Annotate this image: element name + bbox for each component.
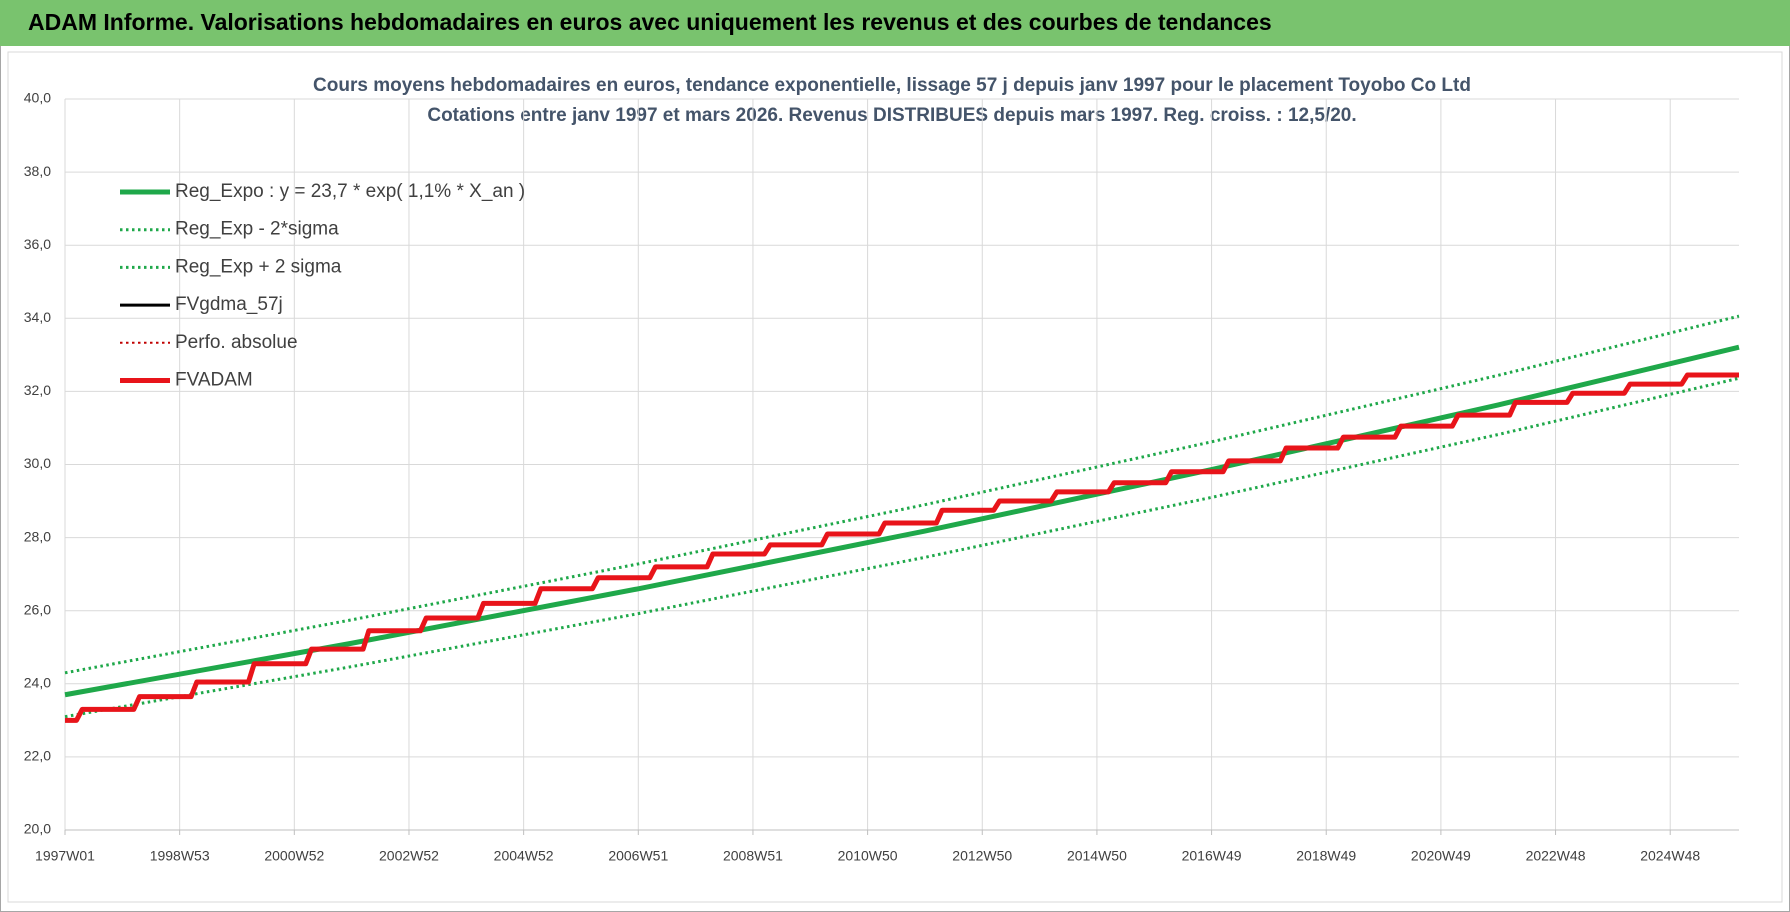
legend-label: Reg_Exp - 2*sigma bbox=[175, 219, 339, 240]
y-tick-label: 28,0 bbox=[24, 528, 51, 544]
x-tick-label: 2008W51 bbox=[723, 848, 783, 864]
y-tick-label: 32,0 bbox=[24, 382, 51, 398]
legend-label: FVADAM bbox=[175, 370, 253, 391]
chart-subtitle: Cotations entre janv 1997 et mars 2026. … bbox=[427, 105, 1356, 126]
legend: Reg_Expo : y = 23,7 * exp( 1,1% * X_an )… bbox=[120, 181, 525, 391]
x-tick-label: 2010W50 bbox=[838, 848, 898, 864]
y-tick-label: 22,0 bbox=[24, 748, 51, 764]
series-line bbox=[65, 372, 1739, 723]
y-tick-label: 24,0 bbox=[24, 675, 51, 691]
x-tick-label: 1998W53 bbox=[150, 848, 210, 864]
header-title: ADAM Informe. Valorisations hebdomadaire… bbox=[28, 9, 1272, 35]
x-tick-label: 2000W52 bbox=[264, 848, 324, 864]
legend-label: Perfo. absolue bbox=[175, 332, 298, 353]
y-tick-label: 36,0 bbox=[24, 236, 51, 252]
y-tick-label: 20,0 bbox=[24, 821, 51, 837]
legend-label: Reg_Exp + 2 sigma bbox=[175, 256, 342, 277]
y-tick-label: 30,0 bbox=[24, 455, 51, 471]
x-tick-label: 2022W48 bbox=[1526, 848, 1586, 864]
x-tick-label: 2014W50 bbox=[1067, 848, 1127, 864]
series-line bbox=[64, 314, 1740, 675]
chart-title: Cours moyens hebdomadaires en euros, ten… bbox=[313, 75, 1471, 96]
x-tick-label: 2004W52 bbox=[494, 848, 554, 864]
x-tick-label: 2020W49 bbox=[1411, 848, 1471, 864]
plot bbox=[64, 314, 1740, 723]
y-tick-label: 40,0 bbox=[24, 90, 51, 106]
legend-label: Reg_Expo : y = 23,7 * exp( 1,1% * X_an ) bbox=[175, 181, 525, 202]
grid: 20,0 22,0 24,0 26,0 28,0 30,0 32,0 34,0 36,0 38,0… bbox=[24, 90, 1739, 864]
legend-label: FVgdma_57j bbox=[175, 294, 283, 315]
header-bar bbox=[0, 0, 1790, 46]
x-tick-label: 2018W49 bbox=[1296, 848, 1356, 864]
y-tick-label: 34,0 bbox=[24, 309, 51, 325]
x-tick-label: 2012W50 bbox=[952, 848, 1012, 864]
x-tick-label: 2006W51 bbox=[608, 848, 668, 864]
x-tick-label: 1997W01 bbox=[35, 848, 95, 864]
chart-area bbox=[7, 51, 1783, 903]
series-line bbox=[64, 344, 1740, 698]
x-tick-label: 2024W48 bbox=[1640, 848, 1700, 864]
y-tick-label: 38,0 bbox=[24, 163, 51, 179]
x-tick-label: 2016W49 bbox=[1182, 848, 1242, 864]
x-tick-label: 2002W52 bbox=[379, 848, 439, 864]
y-tick-label: 26,0 bbox=[24, 601, 51, 617]
